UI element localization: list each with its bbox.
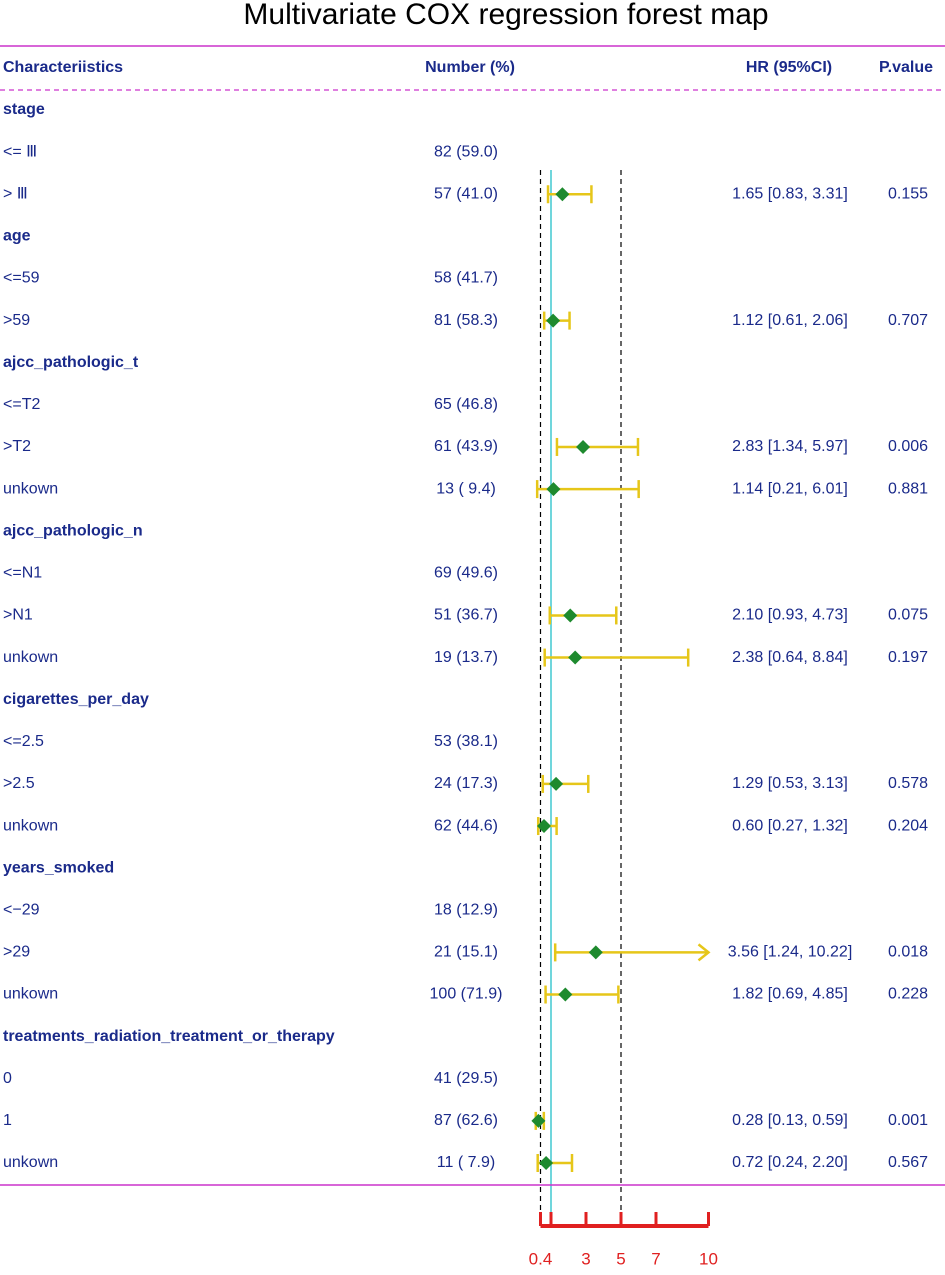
row-number: 100 (71.9) [430, 986, 503, 1003]
hr-diamond [546, 313, 561, 328]
p-value: 0.204 [888, 817, 928, 834]
row-label: unkown [3, 480, 58, 497]
row-label: unkown [3, 1154, 58, 1171]
row-label: >29 [3, 944, 30, 961]
hr-label: 2.10 [0.93, 4.73] [732, 607, 848, 624]
hr-label: 1.14 [0.21, 6.01] [732, 480, 848, 497]
hr-label: 3.56 [1.24, 10.22] [728, 944, 853, 961]
row-label: <=N1 [3, 565, 42, 582]
row-number: 21 (15.1) [434, 944, 498, 961]
hr-label: 0.72 [0.24, 2.20] [732, 1154, 848, 1171]
x-tick-label: 5 [616, 1249, 625, 1268]
column-header: Number (%) [425, 59, 515, 76]
row-number: 65 (46.8) [434, 396, 498, 413]
p-value: 0.075 [888, 607, 928, 624]
group-label: stage [3, 101, 45, 118]
row-label: unkown [3, 986, 58, 1003]
row-label: <=59 [3, 270, 40, 287]
x-tick-label: 0.4 [529, 1249, 553, 1268]
p-value: 0.018 [888, 944, 928, 961]
p-value: 0.228 [888, 986, 928, 1003]
hr-diamond [549, 776, 564, 791]
hr-diamond [537, 819, 551, 834]
hr-diamond [531, 1113, 546, 1128]
row-label: 1 [3, 1112, 12, 1129]
group-label: treatments_radiation_treatment_or_therap… [3, 1028, 335, 1045]
row-label: >N1 [3, 607, 33, 624]
hr-diamond [539, 1156, 554, 1170]
row-number: 87 (62.6) [434, 1112, 498, 1129]
row-label: <=2.5 [3, 733, 44, 750]
p-value: 0.707 [888, 312, 928, 329]
row-label: >59 [3, 312, 30, 329]
row-number: 57 (41.0) [434, 185, 498, 202]
row-number: 61 (43.9) [434, 438, 498, 455]
hr-label: 1.65 [0.83, 3.31] [732, 185, 848, 202]
row-label: 0 [3, 1070, 12, 1087]
row-number: 11 ( 7.9) [437, 1154, 495, 1171]
p-value: 0.006 [888, 438, 928, 455]
hr-label: 2.83 [1.34, 5.97] [732, 438, 848, 455]
x-tick-label: 3 [581, 1249, 590, 1268]
chart-title: Multivariate COX regression forest map [243, 0, 768, 31]
p-value: 0.155 [888, 185, 928, 202]
hr-label: 0.28 [0.13, 0.59] [732, 1112, 848, 1129]
hr-label: 1.12 [0.61, 2.06] [732, 312, 848, 329]
hr-label: 1.29 [0.53, 3.13] [732, 775, 848, 792]
p-value: 0.197 [888, 649, 928, 666]
row-number: 19 (13.7) [434, 649, 498, 666]
hr-diamond [588, 945, 603, 960]
row-number: 69 (49.6) [434, 565, 498, 582]
row-number: 58 (41.7) [434, 270, 498, 287]
hr-diamond [568, 650, 583, 665]
group-label: ajcc_pathologic_n [3, 522, 143, 539]
row-label: <−29 [3, 901, 40, 918]
row-number: 82 (59.0) [434, 143, 498, 160]
x-tick-label: 10 [699, 1249, 718, 1268]
column-header: Characteriistics [3, 59, 123, 76]
hr-diamond [555, 187, 570, 202]
row-label: >T2 [3, 438, 31, 455]
row-number: 62 (44.6) [434, 817, 498, 834]
x-tick-label: 7 [651, 1249, 660, 1268]
group-label: age [3, 228, 31, 245]
row-label: <=T2 [3, 396, 40, 413]
hr-label: 0.60 [0.27, 1.32] [732, 817, 848, 834]
group-label: cigarettes_per_day [3, 691, 149, 708]
p-value: 0.001 [888, 1112, 928, 1129]
hr-diamond [558, 987, 573, 1002]
row-label: unkown [3, 649, 58, 666]
row-number: 24 (17.3) [434, 775, 498, 792]
row-number: 53 (38.1) [434, 733, 498, 750]
row-number: 81 (58.3) [434, 312, 498, 329]
row-number: 18 (12.9) [434, 901, 498, 918]
row-label: >2.5 [3, 775, 35, 792]
column-header: P.value [879, 59, 933, 76]
p-value: 0.578 [888, 775, 928, 792]
ci-arrow [697, 943, 711, 962]
row-label: <= Ⅲ [3, 143, 37, 160]
hr-diamond [576, 439, 591, 454]
hr-diamond [563, 608, 578, 623]
column-header: HR (95%CI) [746, 59, 832, 76]
hr-diamond [546, 482, 561, 497]
row-label: unkown [3, 817, 58, 834]
row-number: 13 ( 9.4) [436, 480, 496, 497]
hr-label: 1.82 [0.69, 4.85] [732, 986, 848, 1003]
p-value: 0.881 [888, 480, 928, 497]
row-number: 51 (36.7) [434, 607, 498, 624]
group-label: ajcc_pathologic_t [3, 354, 139, 371]
group-label: years_smoked [3, 859, 114, 876]
hr-label: 2.38 [0.64, 8.84] [732, 649, 848, 666]
row-label: > Ⅲ [3, 185, 28, 202]
p-value: 0.567 [888, 1154, 928, 1171]
row-number: 41 (29.5) [434, 1070, 498, 1087]
